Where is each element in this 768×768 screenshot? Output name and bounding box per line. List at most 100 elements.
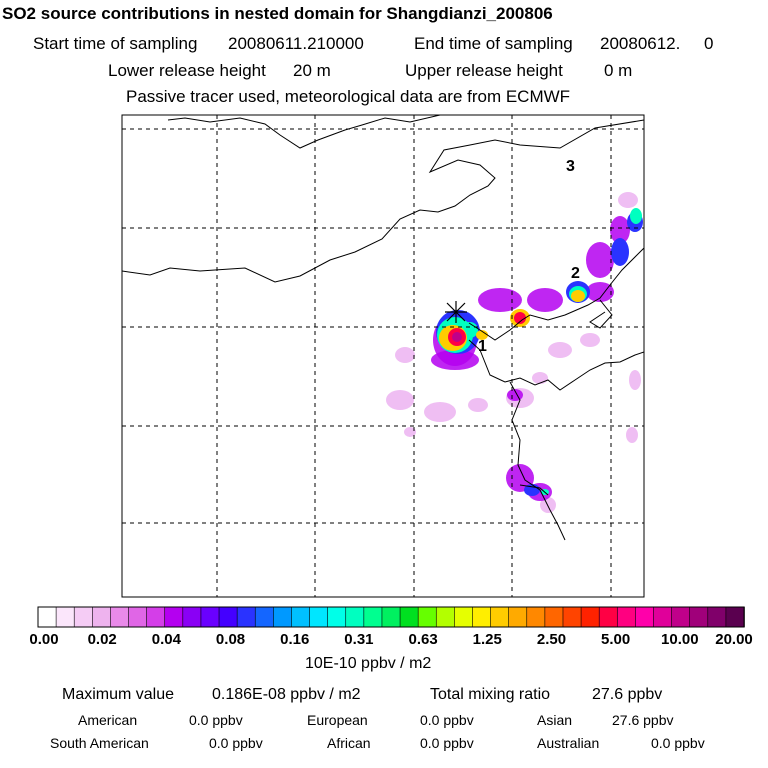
colorbar-tick-label: 20.00 bbox=[715, 631, 753, 648]
concentration-cell bbox=[452, 332, 462, 342]
concentration-cell bbox=[586, 282, 614, 302]
concentration-cell bbox=[630, 208, 642, 224]
concentration-cell bbox=[586, 242, 614, 278]
graticule bbox=[122, 115, 644, 597]
colorbar-cell bbox=[363, 606, 383, 628]
colorbar-cell bbox=[273, 606, 293, 628]
concentration-field bbox=[386, 192, 643, 513]
colorbar-tick-label: 10.00 bbox=[661, 631, 699, 648]
colorbar-cell bbox=[580, 606, 600, 628]
colorbar-cell bbox=[182, 606, 202, 628]
region-value-african: 0.0 ppbv bbox=[420, 735, 474, 751]
total-mixing-value: 27.6 ppbv bbox=[592, 686, 663, 703]
concentration-cell bbox=[580, 333, 600, 347]
colorbar-cell bbox=[345, 606, 365, 628]
colorbar-cell bbox=[526, 606, 546, 628]
concentration-cell bbox=[611, 238, 629, 266]
colorbar-cell bbox=[653, 606, 673, 628]
colorbar-cell bbox=[616, 606, 637, 628]
station-marker bbox=[445, 301, 467, 323]
region-name-african: African bbox=[327, 735, 371, 751]
concentration-cell bbox=[476, 330, 488, 340]
concentration-cell bbox=[629, 370, 641, 390]
colorbar-cell bbox=[725, 606, 745, 628]
start-time-label: Start time of sampling bbox=[33, 34, 198, 53]
concentration-cell bbox=[424, 402, 456, 422]
colorbar-cell bbox=[562, 606, 582, 628]
region-value-south-american: 0.0 ppbv bbox=[209, 735, 263, 751]
concentration-cell bbox=[618, 192, 638, 208]
colorbar-cell bbox=[544, 606, 564, 628]
colorbar-cell bbox=[236, 606, 257, 628]
colorbar-tick-label: 0.08 bbox=[215, 631, 246, 648]
colorbar-cell bbox=[490, 606, 510, 628]
colorbar-tick-label: 0.31 bbox=[344, 631, 374, 648]
upper-height-label: Upper release height bbox=[405, 61, 563, 80]
colorbar-units: 10E-10 ppbv / m2 bbox=[305, 655, 432, 672]
colorbar-cell bbox=[164, 606, 184, 628]
concentration-cell bbox=[468, 398, 488, 412]
colorbar-tick-label: 5.00 bbox=[601, 631, 631, 648]
colorbar-cell bbox=[399, 606, 419, 628]
region-name-australian: Australian bbox=[537, 735, 600, 751]
colorbar-cell bbox=[454, 606, 474, 628]
map-area bbox=[122, 115, 644, 597]
concentration-cell bbox=[506, 464, 534, 492]
region-value-american: 0.0 ppbv bbox=[189, 712, 243, 728]
coastline bbox=[122, 115, 644, 541]
colorbar-tick-label: 0.04 bbox=[151, 631, 181, 648]
concentration-cell bbox=[404, 427, 416, 437]
concentration-cell bbox=[610, 216, 630, 244]
colorbar-cell bbox=[128, 606, 148, 628]
concentration-cell bbox=[395, 347, 415, 363]
colorbar-tick-label: 2.50 bbox=[536, 631, 567, 648]
colorbar-cell bbox=[508, 606, 528, 628]
region-value-australian: 0.0 ppbv bbox=[651, 735, 705, 751]
concentration-cell bbox=[514, 312, 526, 324]
colorbar-cell bbox=[37, 606, 57, 628]
colorbar-cell bbox=[254, 606, 275, 628]
region-value-european: 0.0 ppbv bbox=[420, 712, 474, 728]
region-label-3: 3 bbox=[566, 158, 575, 175]
region-name-european: European bbox=[307, 712, 368, 728]
colorbar-cell bbox=[381, 606, 401, 628]
concentration-cell bbox=[478, 288, 522, 312]
region-name-south-american: South American bbox=[50, 735, 149, 751]
lower-height-label: Lower release height bbox=[108, 61, 266, 80]
tracer-info: Passive tracer used, meteorological data… bbox=[126, 87, 571, 106]
colorbar-cell bbox=[472, 606, 492, 628]
concentration-cell bbox=[386, 390, 414, 410]
colorbar-cell bbox=[417, 606, 438, 628]
colorbar-cell bbox=[291, 606, 311, 628]
region-value-asian: 27.6 ppbv bbox=[612, 712, 674, 728]
colorbar-cell bbox=[309, 606, 329, 628]
region-label-1: 1 bbox=[478, 338, 487, 355]
colorbar-cell bbox=[200, 606, 220, 628]
colorbar-tick-label: 0.00 bbox=[29, 631, 59, 648]
concentration-cell bbox=[527, 288, 563, 312]
map-frame bbox=[121, 114, 645, 598]
region-name-american: American bbox=[78, 712, 138, 728]
concentration-cell bbox=[626, 427, 638, 443]
colorbar-cell bbox=[689, 606, 709, 628]
colorbar-tick-label: 1.25 bbox=[472, 631, 502, 648]
colorbar-cell bbox=[146, 606, 166, 628]
concentration-cell bbox=[571, 290, 585, 302]
region-name-asian: Asian bbox=[537, 712, 573, 728]
chart-title: SO2 source contributions in nested domai… bbox=[2, 4, 553, 23]
colorbar-cell bbox=[110, 606, 130, 628]
colorbar-tick-label: 0.02 bbox=[87, 631, 117, 648]
end-time-value: 20080612. 0 bbox=[600, 34, 714, 53]
colorbar-cell bbox=[598, 606, 619, 628]
colorbar-cell bbox=[707, 606, 727, 628]
concentration-cell bbox=[532, 372, 548, 384]
colorbar-tick-label: 0.16 bbox=[280, 631, 310, 648]
lower-height-value: 20 m bbox=[293, 61, 331, 80]
colorbar-cell bbox=[435, 606, 456, 628]
upper-height-value: 0 m bbox=[604, 61, 633, 80]
colorbar-cell bbox=[73, 606, 94, 628]
region-label-2: 2 bbox=[571, 265, 580, 282]
total-mixing-label: Total mixing ratio bbox=[430, 686, 551, 703]
